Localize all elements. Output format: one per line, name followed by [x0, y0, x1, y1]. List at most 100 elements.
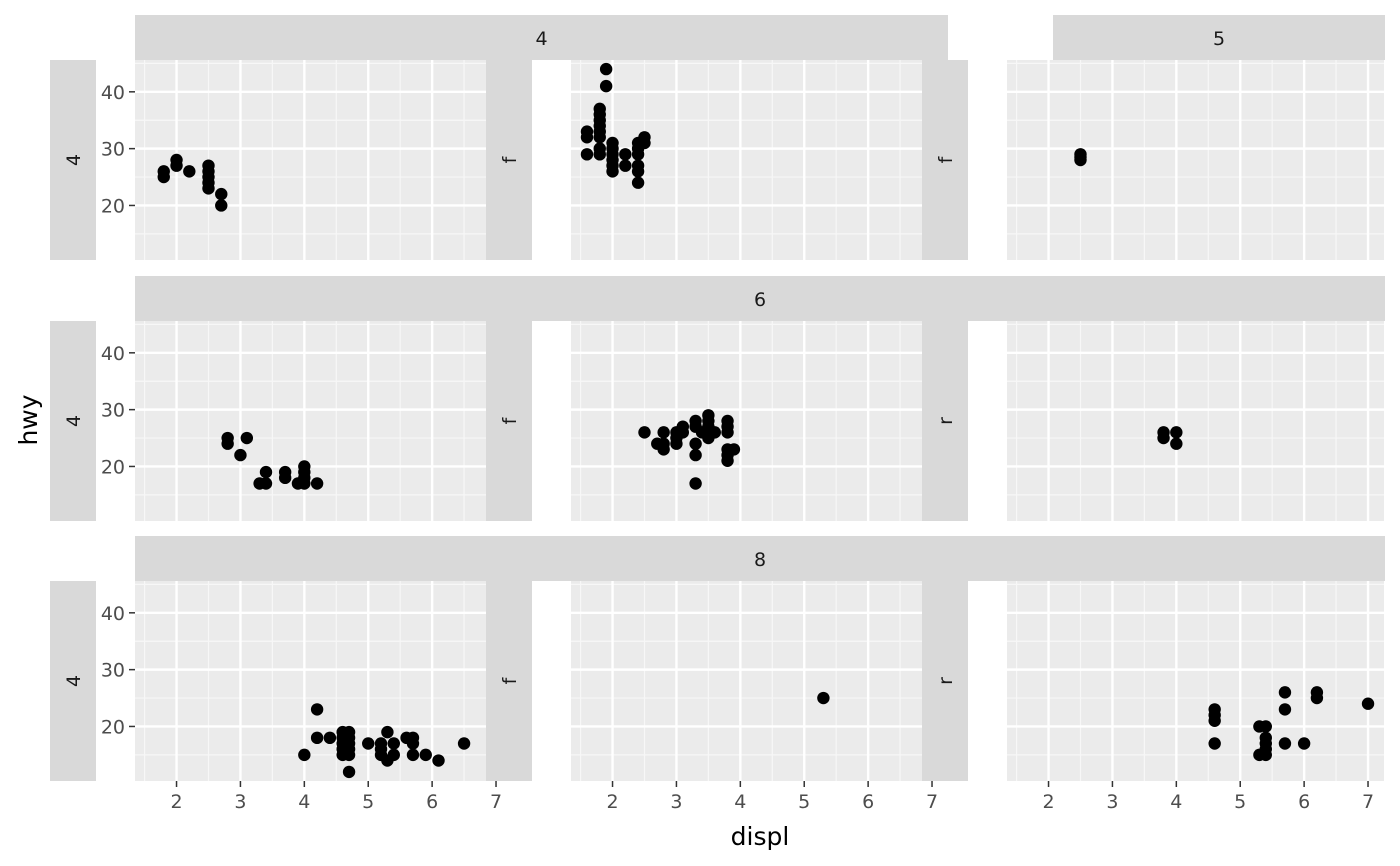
- x-tick-label: 6: [426, 791, 438, 813]
- y-axis-title: hwy: [14, 394, 43, 445]
- data-point: [241, 432, 253, 444]
- data-point: [215, 199, 227, 211]
- data-point: [1279, 703, 1291, 715]
- x-tick-label: 3: [670, 791, 682, 813]
- data-point: [1260, 749, 1272, 761]
- data-point: [581, 148, 593, 160]
- data-point: [817, 692, 829, 704]
- data-point: [619, 159, 631, 171]
- x-tick-label: 5: [1234, 791, 1246, 813]
- y-tick-label: 20: [101, 716, 125, 738]
- y-tick-label: 40: [101, 82, 125, 104]
- data-point: [407, 737, 419, 749]
- facet-strip-cyl-label: 8: [754, 549, 766, 571]
- y-tick-label: 40: [101, 343, 125, 365]
- data-point: [1362, 698, 1374, 710]
- data-point: [407, 749, 419, 761]
- data-point: [432, 754, 444, 766]
- data-point: [1279, 737, 1291, 749]
- data-point: [1298, 737, 1310, 749]
- facet-strip-cyl-label: 4: [535, 28, 547, 50]
- y-tick-label: 20: [101, 195, 125, 217]
- data-point: [260, 477, 272, 489]
- facet-strip-drv-label: r: [935, 417, 957, 425]
- panel-background: [1007, 581, 1384, 781]
- data-point: [638, 137, 650, 149]
- x-tick-label: 7: [490, 791, 502, 813]
- panel-background: [1007, 60, 1384, 260]
- data-point: [638, 426, 650, 438]
- y-tick-label: 40: [101, 603, 125, 625]
- data-point: [1279, 686, 1291, 698]
- data-point: [1170, 426, 1182, 438]
- data-point: [689, 449, 701, 461]
- x-tick-label: 5: [362, 791, 374, 813]
- data-point: [600, 63, 612, 75]
- data-point: [158, 171, 170, 183]
- data-point: [581, 131, 593, 143]
- data-point: [234, 449, 246, 461]
- data-point: [1074, 154, 1086, 166]
- panel-background: [571, 321, 948, 521]
- data-point: [728, 443, 740, 455]
- y-tick-label: 30: [101, 660, 125, 682]
- panel-background: [1007, 321, 1384, 521]
- x-tick-label: 4: [734, 791, 746, 813]
- data-point: [311, 732, 323, 744]
- x-tick-label: 3: [1106, 791, 1118, 813]
- x-tick-label: 6: [1298, 791, 1310, 813]
- data-point: [298, 477, 310, 489]
- data-point: [311, 703, 323, 715]
- data-point: [343, 749, 355, 761]
- data-point: [632, 177, 644, 189]
- x-tick-label: 4: [298, 791, 310, 813]
- data-point: [721, 426, 733, 438]
- facet-strip-drv-label: 4: [63, 154, 85, 166]
- x-tick-label: 4: [1170, 791, 1182, 813]
- data-point: [221, 438, 233, 450]
- data-point: [202, 182, 214, 194]
- x-tick-label: 3: [234, 791, 246, 813]
- data-point: [594, 148, 606, 160]
- data-point: [1208, 715, 1220, 727]
- data-point: [1311, 692, 1323, 704]
- data-point: [388, 749, 400, 761]
- panel-background: [571, 581, 948, 781]
- facet-strip-drv-label: r: [935, 677, 957, 685]
- facet-strip-cyl-label: 6: [754, 289, 766, 311]
- data-point: [657, 426, 669, 438]
- y-tick-label: 30: [101, 139, 125, 161]
- data-point: [170, 159, 182, 171]
- x-tick-label: 7: [1362, 791, 1374, 813]
- y-tick-label: 20: [101, 456, 125, 478]
- panel-background: [135, 60, 512, 260]
- data-point: [215, 188, 227, 200]
- data-point: [1260, 720, 1272, 732]
- data-point: [670, 438, 682, 450]
- data-point: [381, 726, 393, 738]
- data-point: [709, 426, 721, 438]
- facet-strip-drv-label: 4: [63, 415, 85, 427]
- x-tick-label: 2: [170, 791, 182, 813]
- data-point: [260, 466, 272, 478]
- data-point: [1208, 737, 1220, 749]
- data-point: [619, 148, 631, 160]
- data-point: [311, 477, 323, 489]
- data-point: [632, 165, 644, 177]
- data-point: [298, 749, 310, 761]
- data-point: [721, 455, 733, 467]
- x-tick-label: 2: [606, 791, 618, 813]
- x-tick-label: 6: [862, 791, 874, 813]
- data-point: [458, 737, 470, 749]
- data-point: [689, 477, 701, 489]
- data-point: [1157, 432, 1169, 444]
- data-point: [279, 472, 291, 484]
- x-axis-title: displ: [731, 822, 790, 851]
- x-tick-label: 5: [798, 791, 810, 813]
- data-point: [657, 443, 669, 455]
- facet-strip-cyl-label: 5: [1213, 28, 1225, 50]
- data-point: [324, 732, 336, 744]
- data-point: [600, 80, 612, 92]
- panel-background: [135, 581, 512, 781]
